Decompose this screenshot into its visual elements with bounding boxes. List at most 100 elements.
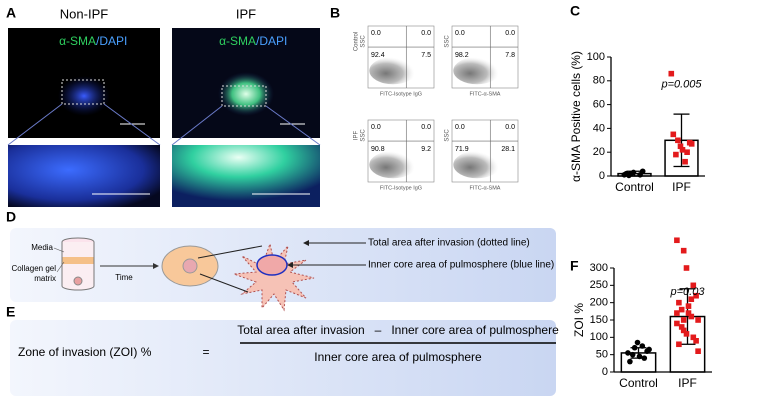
pointer (197, 245, 263, 259)
y-tick-label: 0 (602, 366, 608, 378)
micrograph-zoom (8, 145, 160, 207)
data-point (674, 320, 680, 327)
row-label: Control (354, 32, 360, 51)
micrograph-cell (218, 72, 274, 116)
data-point (695, 317, 701, 323)
dish (61, 242, 95, 291)
zoom-line (7, 103, 63, 146)
data-point (639, 168, 646, 175)
zoom-line (171, 105, 223, 146)
data-point (682, 158, 688, 165)
diagram-label: Total area after invasion (dotted line) (368, 238, 530, 249)
y-tick-label: 100 (590, 331, 608, 343)
zoom-box (61, 79, 105, 105)
y-tick-label: 80 (593, 75, 605, 87)
invaded-sphere (233, 242, 315, 312)
data-point (674, 310, 680, 316)
data-point (675, 137, 681, 144)
diagram-label: Media (31, 243, 53, 252)
event-cloud (369, 57, 417, 85)
data-point (685, 303, 692, 309)
diagram-label: matrix (34, 274, 56, 283)
data-point (695, 348, 701, 354)
y-axis-label: α-SMA Positive cells (%) (569, 51, 583, 182)
image-title: IPF (236, 6, 256, 21)
event-cloud (453, 151, 501, 179)
quadrant-value: 0.0 (371, 30, 381, 37)
data-point (679, 147, 686, 153)
p-value: p=0.03 (670, 286, 706, 298)
data-point (688, 313, 695, 320)
data-point (690, 334, 697, 341)
zoom-line (265, 105, 321, 146)
formula-numerator: Total area after invasion – Inner core a… (237, 323, 559, 337)
pointer (56, 261, 65, 273)
panel-label: A (6, 5, 16, 21)
diagram-label: Time (115, 273, 133, 282)
formula-denominator: Inner core area of pulmosphere (314, 350, 482, 364)
data-point (688, 141, 695, 147)
data-point (668, 70, 675, 77)
data-point (631, 344, 638, 351)
data-point (625, 350, 631, 356)
y-tick-label: 250 (590, 279, 608, 291)
data-point (683, 331, 690, 337)
data-point (634, 339, 641, 346)
axis-label: FITC-Isotype IgG (380, 91, 422, 97)
x-tick-label: Control (619, 376, 658, 390)
quadrant-value: 90.8 (371, 146, 385, 153)
micrograph-zoom (172, 145, 320, 207)
quadrant-value: 0.0 (421, 30, 431, 37)
panel-label: E (6, 304, 15, 320)
quadrant-value: 71.9 (455, 146, 469, 153)
panel-label: D (6, 209, 16, 225)
y-tick-label: 0 (599, 170, 605, 182)
data-point (676, 299, 682, 306)
y-tick-label: 100 (587, 51, 605, 63)
diagram-label: Collagen gel (12, 264, 57, 273)
quadrant-value: 0.0 (421, 124, 431, 131)
data-point (674, 237, 680, 244)
data-point (646, 346, 652, 353)
panel-label: F (570, 258, 579, 274)
axis-label: FITC-α-SMA (470, 91, 501, 97)
inner-core (256, 254, 288, 276)
axis-label: SSC (445, 129, 451, 142)
data-point (639, 343, 646, 349)
y-tick-label: 60 (593, 99, 605, 111)
axis-label: SSC (361, 35, 367, 48)
axis-label: FITC-Isotype IgG (380, 185, 422, 191)
y-axis-label: ZOI % (572, 303, 586, 337)
event-cloud (369, 151, 417, 179)
data-point (676, 341, 682, 348)
formula-lhs: Zone of invasion (ZOI) % (18, 345, 152, 359)
gel-layer (62, 257, 94, 264)
diagram-label: Inner core area of pulmosphere (blue lin… (368, 260, 554, 271)
pointer (199, 273, 249, 293)
stain-label: α-SMA (59, 34, 96, 48)
data-point (693, 338, 699, 344)
axis-label: FITC-α-SMA (470, 185, 501, 191)
formula-equals: = (202, 345, 209, 359)
data-point (629, 351, 636, 358)
quadrant-value: 92.4 (371, 52, 385, 59)
x-tick-label: IPF (672, 180, 691, 194)
axis-label: SSC (361, 129, 367, 142)
data-point (680, 327, 687, 334)
y-tick-label: 300 (590, 262, 608, 274)
data-point (678, 306, 685, 313)
quadrant-value: 0.0 (505, 124, 515, 131)
quadrant-value: 0.0 (505, 30, 515, 37)
data-point (627, 358, 633, 365)
panel-box (10, 320, 556, 396)
image-title: Non-IPF (60, 6, 108, 21)
y-tick-label: 150 (590, 314, 608, 326)
data-point (641, 355, 648, 361)
quadrant-value: 0.0 (455, 124, 465, 131)
stain-label: α-SMA (219, 34, 256, 48)
data-point (683, 265, 690, 271)
y-tick-label: 200 (590, 297, 608, 309)
quadrant-value: 7.5 (421, 52, 431, 59)
data-point (678, 324, 685, 330)
